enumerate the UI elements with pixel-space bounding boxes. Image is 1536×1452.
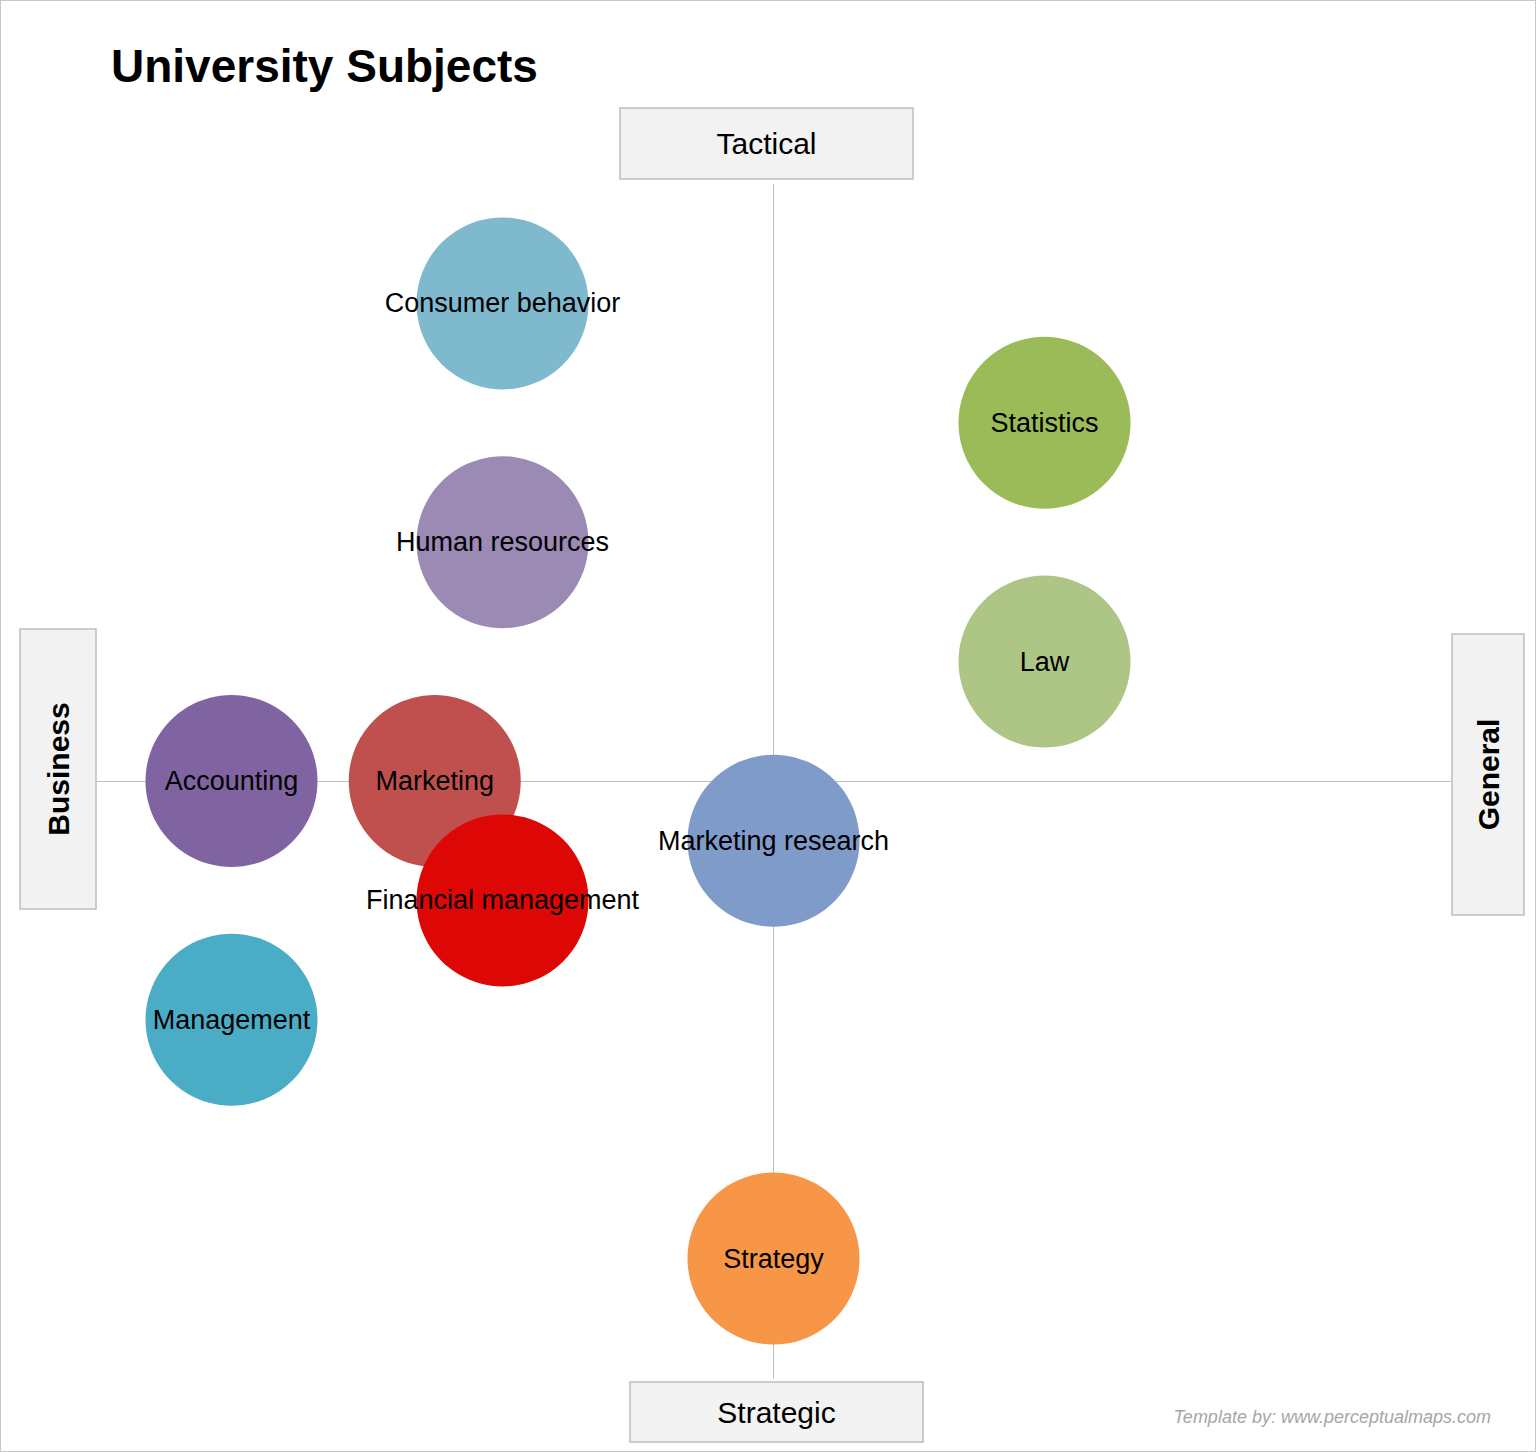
svg-text:Strategy: Strategy [723, 1244, 824, 1274]
svg-text:General: General [1472, 719, 1505, 831]
svg-text:Management: Management [153, 1005, 311, 1035]
svg-text:Marketing research: Marketing research [658, 826, 889, 856]
svg-text:Statistics: Statistics [990, 408, 1098, 438]
svg-text:Template by: www.perceptualmap: Template by: www.perceptualmaps.com [1174, 1407, 1491, 1427]
svg-text:Financial management: Financial management [366, 885, 640, 915]
svg-text:Accounting: Accounting [165, 766, 299, 796]
svg-text:Consumer behavior: Consumer behavior [385, 288, 621, 318]
svg-text:Human resources: Human resources [396, 527, 609, 557]
svg-text:Law: Law [1020, 647, 1070, 677]
svg-text:Business: Business [42, 702, 75, 835]
svg-text:Tactical: Tactical [716, 127, 816, 160]
svg-text:University Subjects: University Subjects [111, 40, 538, 92]
svg-text:Marketing: Marketing [375, 766, 494, 796]
svg-text:Strategic: Strategic [717, 1396, 835, 1429]
